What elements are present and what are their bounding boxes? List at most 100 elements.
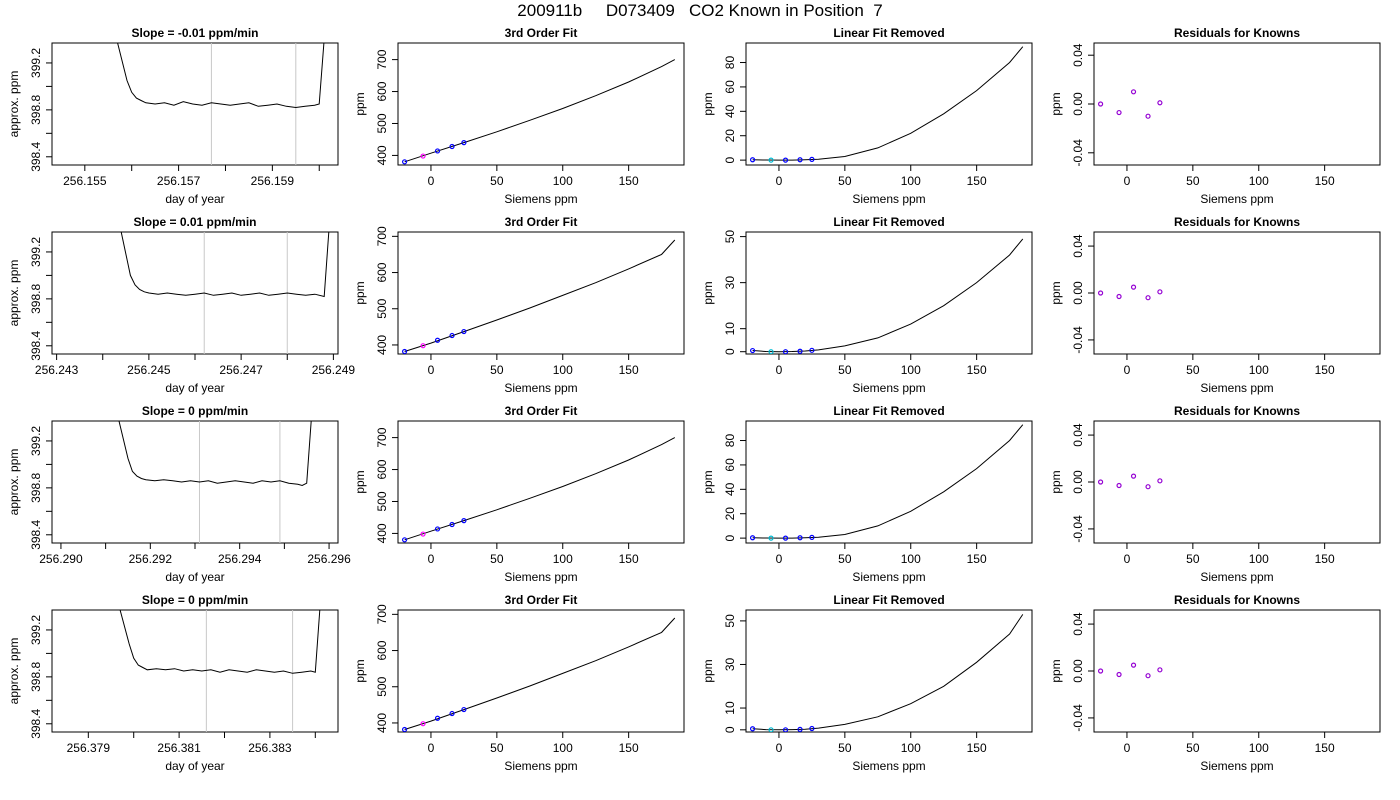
y-tick-label: 398.8 bbox=[29, 662, 43, 692]
plot-area bbox=[117, 43, 325, 165]
x-tick-label: 50 bbox=[490, 741, 504, 755]
y-axis-label: approx. ppm bbox=[7, 449, 21, 516]
y-tick-label: 700 bbox=[375, 226, 389, 246]
fit-curve bbox=[752, 46, 1024, 161]
y-axis-label: ppm bbox=[1049, 659, 1063, 682]
x-axis-label: Siemens ppm bbox=[504, 192, 577, 206]
chart-panel: Residuals for Knowns 0 50 100 150 Siemens ppm… bbox=[1049, 26, 1381, 206]
plot-area bbox=[1097, 284, 1163, 301]
y-tick-label: 700 bbox=[375, 604, 389, 624]
data-point bbox=[749, 535, 756, 541]
y-tick-label: 400 bbox=[375, 145, 389, 165]
x-tick-label: 256.294 bbox=[218, 552, 262, 566]
chart-panel: Slope = 0.01 ppm/min 256.243 256.245 256.24… bbox=[7, 215, 355, 395]
data-point bbox=[809, 156, 815, 162]
x-axis-label: Siemens ppm bbox=[852, 192, 925, 206]
data-point bbox=[1145, 673, 1151, 679]
x-tick-label: 150 bbox=[967, 174, 987, 188]
y-tick-label: 398.8 bbox=[29, 284, 43, 314]
y-tick-label: 700 bbox=[375, 427, 389, 447]
y-tick-label: 0.00 bbox=[1071, 92, 1085, 116]
chart-title: 3rd Order Fit bbox=[505, 26, 578, 40]
y-tick-label: 398.4 bbox=[29, 708, 43, 738]
chart-title: Slope = 0 ppm/min bbox=[142, 593, 248, 607]
x-axis-label: Siemens ppm bbox=[852, 381, 925, 395]
y-tick-label: 500 bbox=[375, 491, 389, 511]
data-point bbox=[782, 727, 789, 732]
data-point bbox=[1097, 101, 1104, 107]
y-tick-label: 80 bbox=[723, 434, 737, 448]
y-axis-label: ppm bbox=[701, 92, 715, 115]
x-tick-label: 100 bbox=[1249, 741, 1269, 755]
data-point bbox=[1157, 478, 1163, 484]
plot-frame bbox=[1093, 231, 1381, 355]
y-tick-label: 399.2 bbox=[29, 48, 43, 78]
x-tick-label: 100 bbox=[553, 552, 573, 566]
plot-frame bbox=[51, 609, 339, 733]
series-line bbox=[120, 232, 330, 298]
x-axis-label: day of year bbox=[165, 759, 224, 773]
y-axis-label: ppm bbox=[353, 92, 367, 115]
plot-frame bbox=[51, 42, 339, 166]
x-tick-label: 256.292 bbox=[129, 552, 173, 566]
y-tick-label: 50 bbox=[723, 614, 737, 628]
y-tick-label: 600 bbox=[375, 81, 389, 101]
chart-title: 3rd Order Fit bbox=[505, 215, 578, 229]
y-axis-label: ppm bbox=[701, 281, 715, 304]
chart-panel: 3rd Order Fit 0 50 100 150 Siemens ppm 400 500 6… bbox=[353, 26, 685, 206]
x-tick-label: 100 bbox=[553, 174, 573, 188]
chart-panel: Slope = 0 ppm/min 256.290 256.292 256.294 25… bbox=[7, 404, 351, 584]
x-tick-label: 50 bbox=[1186, 552, 1200, 566]
data-point bbox=[434, 148, 441, 154]
x-tick-label: 100 bbox=[901, 741, 921, 755]
x-tick-label: 150 bbox=[1315, 363, 1335, 377]
y-tick-label: 0 bbox=[723, 348, 737, 355]
data-point bbox=[797, 157, 803, 163]
y-tick-label: 400 bbox=[375, 523, 389, 543]
y-tick-label: 10 bbox=[723, 322, 737, 336]
y-axis-label: ppm bbox=[1049, 470, 1063, 493]
chart-panel: 3rd Order Fit 0 50 100 150 Siemens ppm 400 500 6… bbox=[353, 215, 685, 395]
plot-area bbox=[119, 610, 321, 732]
series-line bbox=[117, 43, 325, 109]
x-tick-label: 100 bbox=[553, 363, 573, 377]
fit-curve bbox=[752, 614, 1024, 731]
data-point bbox=[782, 157, 789, 163]
plot-frame bbox=[1093, 420, 1381, 544]
y-axis-label: ppm bbox=[1049, 92, 1063, 115]
x-tick-label: 150 bbox=[1315, 552, 1335, 566]
data-point bbox=[1130, 89, 1137, 95]
data-point bbox=[1097, 290, 1104, 296]
y-tick-label: 400 bbox=[375, 713, 389, 733]
y-axis-label: ppm bbox=[353, 470, 367, 493]
data-point bbox=[434, 715, 441, 721]
x-tick-label: 256.247 bbox=[219, 363, 263, 377]
x-tick-label: 0 bbox=[776, 174, 783, 188]
data-point bbox=[434, 526, 441, 532]
plot-frame bbox=[1093, 609, 1381, 733]
plot-area bbox=[120, 232, 330, 354]
fit-curve bbox=[404, 239, 676, 352]
chart-panel: 3rd Order Fit 0 50 100 150 Siemens ppm 400 500 6… bbox=[353, 404, 685, 584]
data-point bbox=[797, 535, 803, 541]
data-point bbox=[1097, 668, 1104, 674]
y-tick-label: 399.2 bbox=[29, 426, 43, 456]
y-tick-label: -0.04 bbox=[1071, 704, 1085, 732]
y-tick-label: 60 bbox=[723, 80, 737, 94]
y-axis-label: approx. ppm bbox=[7, 638, 21, 705]
y-tick-label: 600 bbox=[375, 640, 389, 660]
data-point bbox=[1145, 295, 1151, 301]
y-tick-label: 500 bbox=[375, 298, 389, 318]
plot-frame bbox=[397, 42, 685, 166]
data-point bbox=[1097, 479, 1104, 485]
plot-area bbox=[401, 437, 676, 543]
data-point bbox=[401, 348, 408, 354]
plot-frame bbox=[745, 42, 1033, 166]
data-point bbox=[401, 726, 408, 732]
x-tick-label: 0 bbox=[776, 363, 783, 377]
x-tick-label: 0 bbox=[1124, 552, 1131, 566]
data-point bbox=[768, 349, 774, 354]
y-tick-label: 0.04 bbox=[1071, 234, 1085, 258]
data-point bbox=[1145, 113, 1151, 119]
x-tick-label: 0 bbox=[776, 552, 783, 566]
